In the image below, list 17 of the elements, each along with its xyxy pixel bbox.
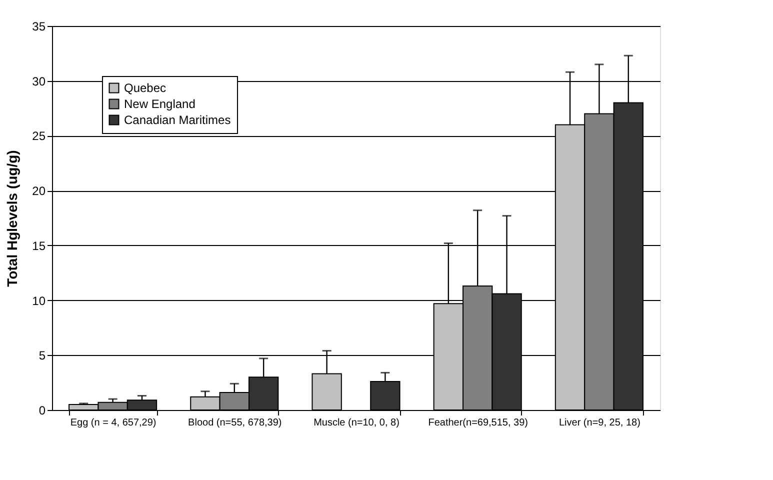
y-tick-label: 35 [32,20,46,34]
y-axis-title: Total Hglevels (ug/g) [4,150,20,287]
x-tick-label: Blood (n=55, 678,39) [188,418,282,428]
legend-label: Canadian Maritimes [124,113,231,127]
y-tick-label: 25 [32,129,46,144]
y-tick-label: 15 [32,238,46,253]
x-tick-label: Muscle (n=10, 0, 8) [314,418,400,428]
x-tick-label: Egg (n = 4, 657,29) [70,418,156,428]
y-tick-label: 0 [38,404,46,418]
y-tick-label: 5 [38,348,46,363]
y-tick-label: 30 [32,74,46,88]
x-tick-label: Feather(n=69,515, 39) [428,418,528,428]
y-tick-label: 20 [32,184,46,198]
y-tick-label: 10 [32,294,46,308]
x-tick-label: Liver (n=9, 25, 18) [558,418,640,428]
legend-label: New England [124,97,196,111]
legend-label: Quebec [124,81,166,95]
